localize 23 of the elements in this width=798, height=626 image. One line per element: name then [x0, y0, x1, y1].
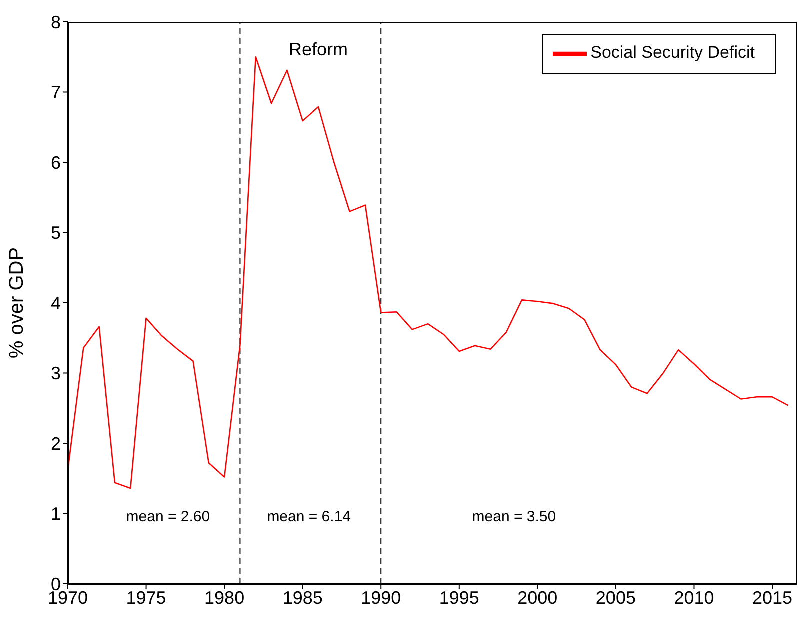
y-tick-label: 3	[50, 364, 61, 384]
x-tick-label: 2005	[596, 588, 636, 608]
annotation: Reform	[288, 40, 348, 61]
x-tick-label: 2000	[518, 588, 558, 608]
y-axis-title: % over GDP	[6, 247, 28, 359]
x-tick-label: 2010	[674, 588, 714, 608]
x-tick-label: 1985	[282, 588, 323, 608]
y-tick-label: 7	[50, 82, 61, 103]
x-tick-label: 2015	[752, 588, 793, 608]
y-tick-label: 5	[50, 223, 61, 244]
annotation: mean = 6.14	[267, 508, 351, 526]
x-tick-label: 1990	[361, 588, 402, 608]
annotation: mean = 3.50	[472, 508, 556, 526]
annotation: mean = 2.60	[126, 508, 210, 526]
y-tick-label: 8	[50, 12, 61, 32]
x-tick-label: 1980	[204, 588, 245, 608]
legend-label: Social Security Deficit	[590, 43, 755, 62]
y-tick-label: 4	[50, 293, 61, 314]
y-tick-label: 2	[50, 434, 61, 454]
x-tick-label: 1975	[126, 588, 166, 608]
x-tick-label: 1995	[439, 588, 480, 608]
y-tick-label: 6	[50, 152, 61, 173]
y-tick-label: 1	[50, 504, 61, 524]
